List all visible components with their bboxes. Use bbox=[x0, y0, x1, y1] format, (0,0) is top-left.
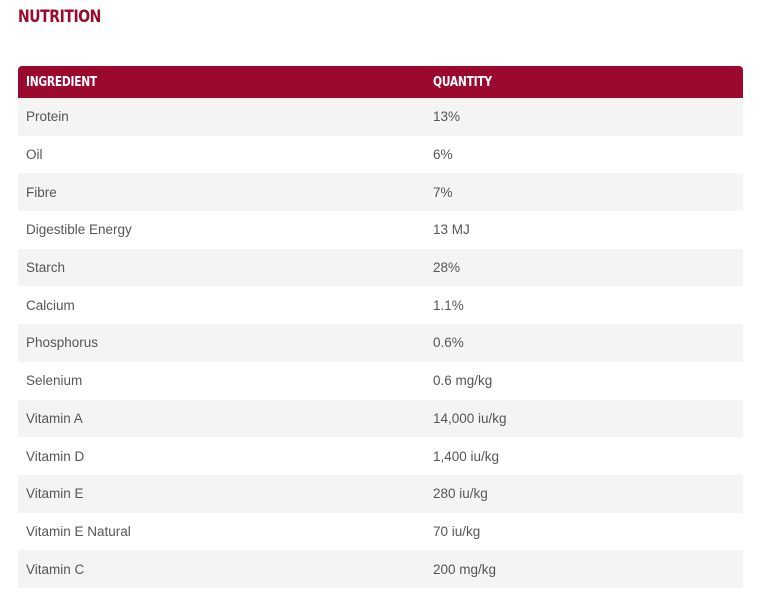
table-row: Oil 6% bbox=[18, 136, 743, 174]
quantity-cell: 6% bbox=[433, 147, 453, 163]
ingredient-cell: Starch bbox=[26, 260, 66, 276]
table-row: Vitamin D 1,400 iu/kg bbox=[18, 437, 743, 475]
table-header: INGREDIENT QUANTITY bbox=[18, 66, 743, 98]
table-row: Digestible Energy 13 MJ bbox=[18, 211, 743, 249]
ingredient-cell: Selenium bbox=[26, 373, 83, 389]
table-row: Selenium 0.6 mg/kg bbox=[18, 362, 743, 400]
table-row: Fibre 7% bbox=[18, 173, 743, 212]
ingredient-cell: Vitamin E Natural bbox=[26, 523, 131, 539]
quantity-cell: 28% bbox=[433, 260, 461, 276]
table-row: Vitamin A 14,000 iu/kg bbox=[18, 399, 743, 438]
quantity-cell: 7% bbox=[433, 184, 453, 200]
table-row: Vitamin C 200 mg/kg bbox=[18, 550, 743, 588]
quantity-cell: 70 iu/kg bbox=[433, 523, 481, 539]
table-row: Vitamin E Natural 70 iu/kg bbox=[18, 513, 743, 551]
ingredient-cell: Fibre bbox=[26, 184, 57, 200]
ingredient-cell: Vitamin A bbox=[26, 410, 83, 426]
ingredient-cell: Vitamin C bbox=[26, 561, 85, 577]
header-ingredient: INGREDIENT bbox=[26, 74, 97, 90]
quantity-cell: 0.6 mg/kg bbox=[433, 373, 493, 389]
quantity-cell: 14,000 iu/kg bbox=[433, 410, 507, 426]
ingredient-cell: Phosphorus bbox=[26, 335, 99, 351]
nutrition-table: INGREDIENT QUANTITY Protein 13% Oil 6% F… bbox=[18, 66, 743, 588]
ingredient-cell: Vitamin E bbox=[26, 486, 84, 502]
quantity-cell: 1,400 iu/kg bbox=[433, 448, 500, 464]
quantity-cell: 1.1% bbox=[433, 297, 464, 313]
header-quantity: QUANTITY bbox=[433, 74, 492, 90]
ingredient-cell: Protein bbox=[26, 109, 69, 125]
quantity-cell: 0.6% bbox=[433, 335, 464, 351]
ingredient-cell: Digestible Energy bbox=[26, 222, 132, 238]
table-row: Protein 13% bbox=[18, 98, 743, 136]
quantity-cell: 13 MJ bbox=[433, 222, 470, 238]
ingredient-cell: Vitamin D bbox=[26, 448, 85, 464]
table-row: Phosphorus 0.6% bbox=[18, 324, 743, 362]
quantity-cell: 13% bbox=[433, 109, 461, 125]
quantity-cell: 280 iu/kg bbox=[433, 486, 488, 502]
table-row: Vitamin E 280 iu/kg bbox=[18, 474, 743, 513]
quantity-cell: 200 mg/kg bbox=[433, 561, 497, 577]
ingredient-cell: Calcium bbox=[26, 297, 75, 313]
table-row: Calcium 1.1% bbox=[18, 286, 743, 324]
table-row: Starch 28% bbox=[18, 248, 743, 287]
page-title: NUTRITION bbox=[18, 7, 101, 27]
ingredient-cell: Oil bbox=[26, 147, 43, 163]
